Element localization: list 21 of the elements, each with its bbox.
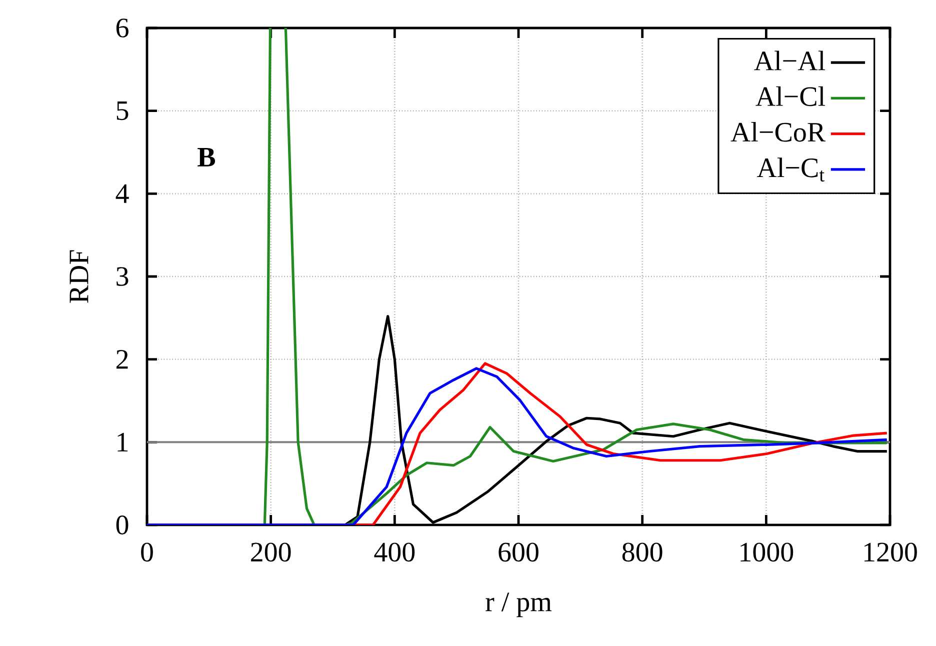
x-tick-label: 200 [251,542,291,562]
y-tick-label: 6 [116,18,128,38]
x-axis-title: r / pm [486,592,552,618]
y-tick-label: 3 [116,267,128,286]
legend-label: Al−C$_{t}$ [756,158,824,182]
annotation: B [198,148,216,166]
x-tick-label: 0 [141,542,153,562]
legend-label: Al−CoR [730,122,826,142]
x-tick-label: 800 [622,542,662,562]
x-tick-label: 400 [374,542,415,562]
x-tick-label: 1000 [740,542,794,562]
x-tick-label: 1200 [864,542,917,562]
x-tick-label: 600 [498,542,538,562]
y-tick-label: 1 [118,432,128,452]
y-tick-label: 5 [116,102,128,120]
legend-label: Al−Al [754,50,826,70]
y-tick-label: 2 [116,350,128,369]
y-tick-label: 4 [116,184,129,203]
y-tick-label: 0 [116,516,128,534]
y-axis-title: RDF [70,250,88,303]
legend-label: Al−Cl [756,86,826,106]
